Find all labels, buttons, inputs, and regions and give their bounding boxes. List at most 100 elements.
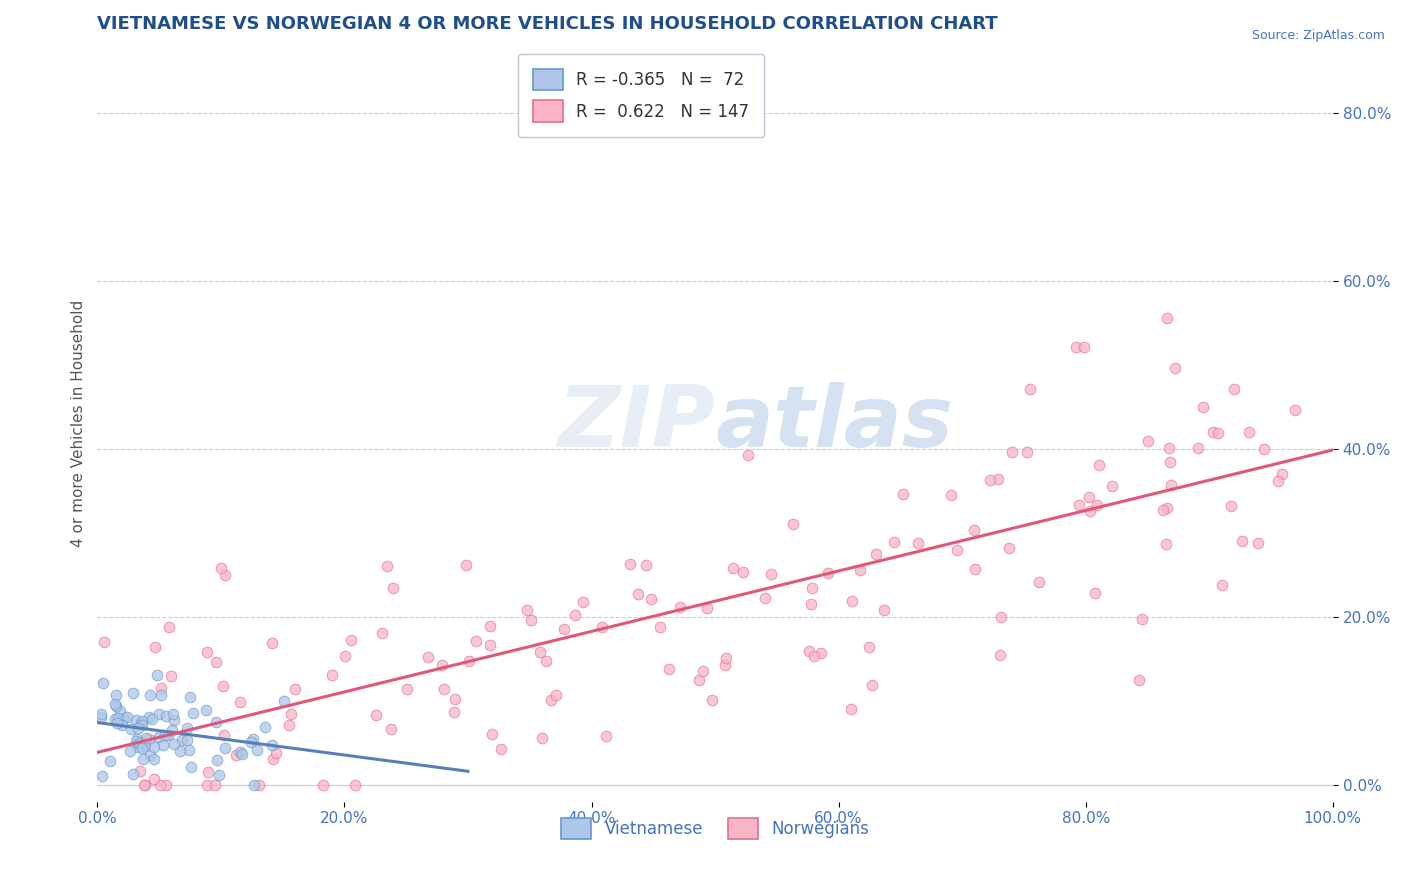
Point [478,638,501,652]
Point [278,718,301,732]
Point [134,778,156,792]
Point [1015,445,1038,459]
Point [141,712,163,726]
Point [998,541,1021,555]
Point [134,739,156,753]
Point [1156,310,1178,325]
Point [1220,499,1243,513]
Point [519,613,541,627]
Point [104,713,127,727]
Point [205,655,228,669]
Point [254,720,277,734]
Point [990,610,1012,624]
Point [858,640,880,655]
Point [544,688,567,702]
Point [148,730,170,744]
Point [125,731,148,746]
Point [979,473,1001,487]
Point [839,701,862,715]
Point [110,704,132,718]
Point [591,620,613,634]
Point [112,711,135,725]
Point [153,728,176,742]
Point [170,733,193,747]
Point [125,733,148,747]
Point [242,778,264,792]
Point [284,681,307,696]
Point [481,727,503,741]
Point [197,765,219,780]
Point [1160,478,1182,492]
Point [873,603,896,617]
Point [1223,382,1246,396]
Point [1067,498,1090,512]
Point [516,603,538,617]
Point [135,731,157,746]
Point [169,744,191,758]
Point [129,715,152,730]
Point [1253,442,1275,456]
Point [1073,340,1095,354]
Point [127,740,149,755]
Point [273,694,295,708]
Point [619,557,641,571]
Point [1085,498,1108,512]
Point [214,741,236,756]
Point [163,737,186,751]
Point [963,523,986,537]
Point [817,566,839,581]
Point [214,728,236,742]
Point [228,695,250,709]
Point [242,732,264,747]
Point [262,752,284,766]
Point [111,717,134,731]
Point [264,747,287,761]
Point [1187,441,1209,455]
Point [810,646,832,660]
Point [939,488,962,502]
Point [479,618,502,632]
Point [1077,490,1099,504]
Point [540,693,562,707]
Point [260,738,283,752]
Point [1064,340,1087,354]
Point [1152,503,1174,517]
Point [231,747,253,761]
Point [800,597,823,611]
Point [1130,612,1153,626]
Point [134,778,156,792]
Point [132,752,155,766]
Y-axis label: 4 or more Vehicles in Household: 4 or more Vehicles in Household [72,300,86,548]
Point [1028,575,1050,590]
Point [131,718,153,732]
Text: atlas: atlas [716,382,953,465]
Point [139,689,162,703]
Point [1154,536,1177,550]
Point [149,778,172,792]
Point [714,658,737,673]
Point [93,634,115,648]
Point [1001,444,1024,458]
Point [797,644,820,658]
Point [162,723,184,738]
Point [965,561,987,575]
Point [211,679,233,693]
Point [148,706,170,721]
Point [1084,586,1107,600]
Point [138,710,160,724]
Point [333,648,356,663]
Point [122,767,145,781]
Point [162,706,184,721]
Point [107,711,129,725]
Point [142,740,165,755]
Point [1284,403,1306,417]
Point [208,768,231,782]
Point [443,705,465,719]
Point [849,564,872,578]
Point [177,742,200,756]
Point [176,721,198,735]
Point [1159,454,1181,468]
Point [105,698,128,713]
Point [737,449,759,463]
Point [120,722,142,736]
